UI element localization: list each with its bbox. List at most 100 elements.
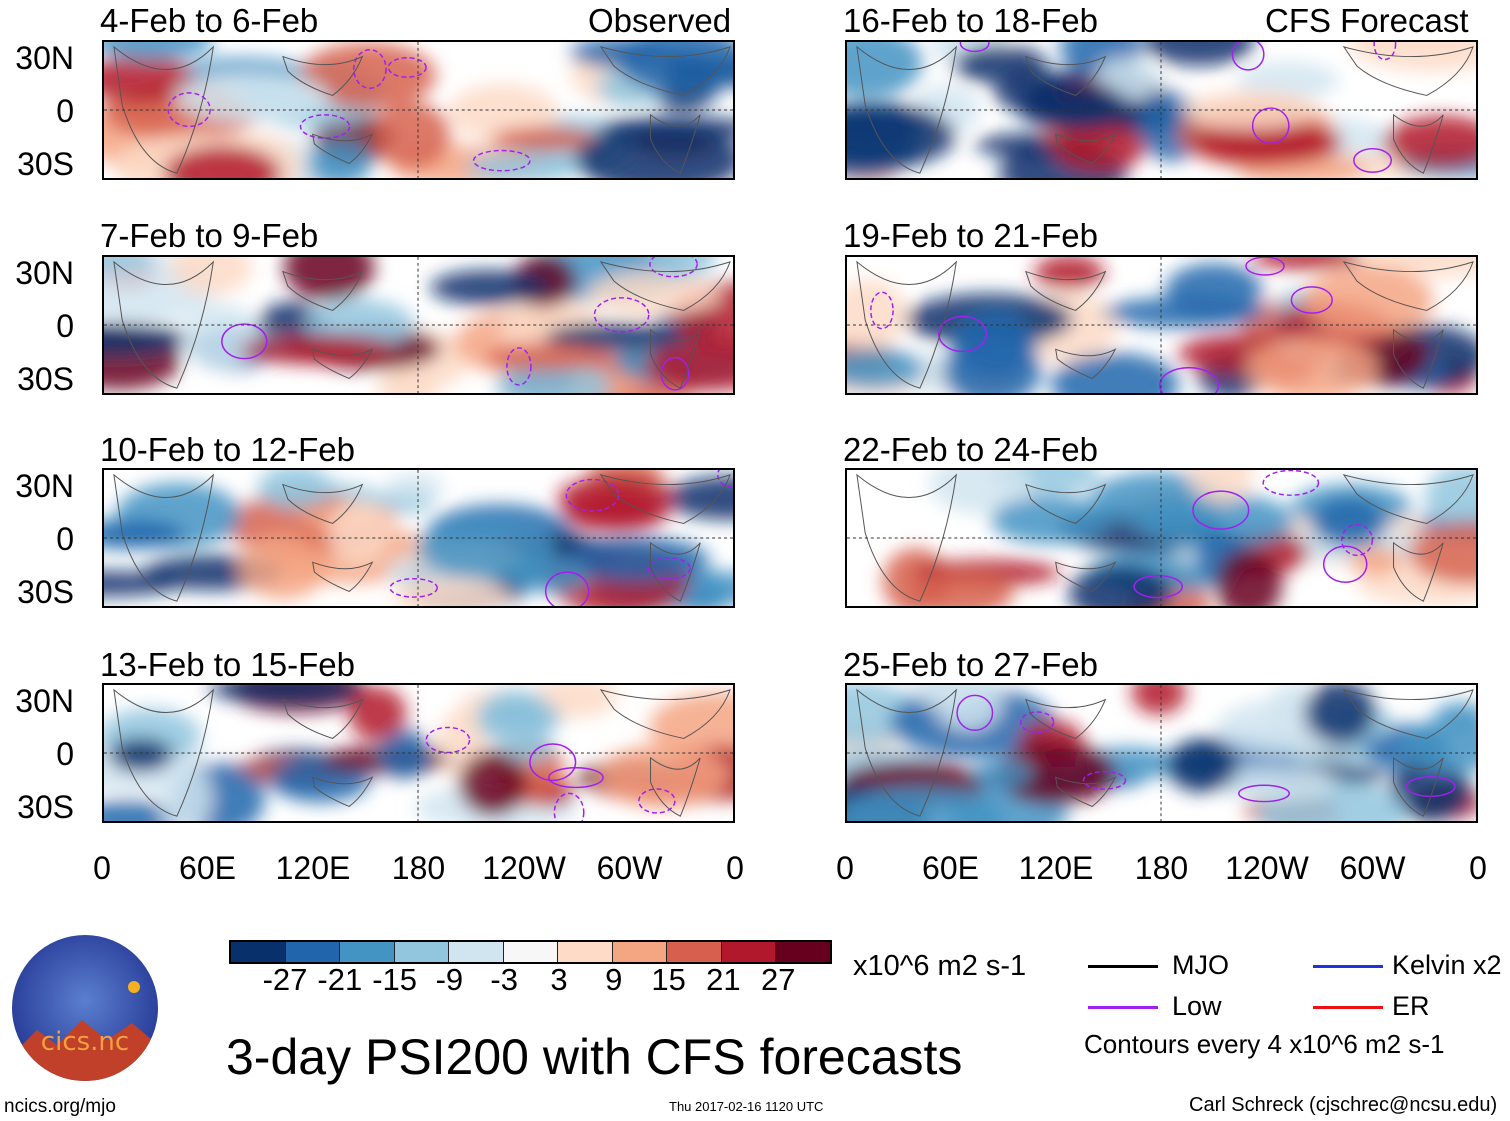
panel-title: 4-Feb to 6-Feb <box>100 2 319 39</box>
psi-anomaly-blob <box>562 536 710 583</box>
low-contour <box>1019 711 1055 734</box>
low-contour <box>1245 257 1285 276</box>
map-panel <box>845 468 1478 608</box>
footer-url: ncics.org/mjo <box>4 1096 116 1117</box>
coastline <box>312 561 374 592</box>
lat-label: 30S <box>17 361 74 397</box>
psi-anomaly-blob <box>533 685 618 719</box>
low-contour <box>1262 470 1320 496</box>
lon-label: 60W <box>596 850 663 886</box>
psi-anomaly-blob <box>909 569 1014 606</box>
low-contour <box>1082 770 1127 790</box>
colorbar-tick: -9 <box>435 962 464 997</box>
psi-anomaly-blob <box>1103 297 1266 329</box>
colorbar-swatch <box>340 942 395 962</box>
psi-anomaly-blob <box>650 257 716 279</box>
lon-label: 0 <box>93 850 111 886</box>
psi-anomaly-blob <box>1408 521 1476 584</box>
low-contour <box>506 347 532 386</box>
colorbar-swatch <box>449 942 504 962</box>
legend-kelvin: Kelvin x2 <box>1392 950 1502 980</box>
psi-anomaly-blob <box>1302 266 1434 336</box>
legend-line-low <box>1088 1006 1158 1009</box>
psi-anomaly-blob <box>1388 759 1472 821</box>
low-contour <box>353 49 387 90</box>
forecast-label: CFS Forecast <box>1265 2 1469 39</box>
lat-label: 0 <box>56 93 74 129</box>
map-panel <box>845 40 1478 180</box>
colorbar-tick: -3 <box>490 962 518 997</box>
panel-title: 25-Feb to 27-Feb <box>843 646 1098 683</box>
psi-anomaly-blob <box>648 692 733 762</box>
colorbar-swatch <box>394 942 449 962</box>
colorbar-tick: 27 <box>760 962 796 997</box>
psi-anomaly-blob <box>1311 496 1387 548</box>
colorbar-tick: -27 <box>262 962 308 997</box>
psi-anomaly-blob <box>1246 335 1380 393</box>
observed-label: Observed <box>588 2 732 39</box>
panel-title: 7-Feb to 9-Feb <box>100 217 319 254</box>
colorbar-swatch <box>776 942 830 962</box>
low-contour <box>472 149 531 172</box>
lat-label: 0 <box>56 308 74 344</box>
low-contour <box>1251 107 1290 145</box>
low-contour <box>299 114 351 139</box>
coastline <box>282 55 364 96</box>
colorbar-swatch <box>285 942 340 962</box>
coastline <box>650 113 701 174</box>
low-contour <box>870 291 894 330</box>
colorbar-tick: 3 <box>550 962 568 997</box>
panel-title: 13-Feb to 15-Feb <box>100 646 355 683</box>
coastline <box>312 776 374 807</box>
psi-anomaly-blob <box>598 743 730 809</box>
psi-anomaly-blob <box>485 342 607 371</box>
psi-anomaly-blob <box>557 475 675 522</box>
psi-anomaly-blob <box>159 764 212 821</box>
colorbar-swatch <box>231 942 286 962</box>
psi-anomaly-blob <box>490 126 600 152</box>
legend-line-er <box>1313 1006 1383 1009</box>
panel-title: 10-Feb to 12-Feb <box>100 431 355 468</box>
psi-anomaly-blob <box>239 534 328 600</box>
psi-anomaly-blob <box>104 520 185 549</box>
coastline <box>650 756 701 817</box>
map-panel <box>102 255 735 395</box>
colorbar-tick: 9 <box>605 962 623 997</box>
coastline <box>1055 348 1117 379</box>
colorbar-swatch <box>558 942 613 962</box>
psi-anomaly-blob <box>847 279 907 349</box>
lon-label: 60E <box>922 850 979 886</box>
low-contour <box>1192 490 1250 530</box>
colorbar-swatch <box>667 942 722 962</box>
lat-label: 30N <box>15 255 74 291</box>
psi-anomaly-blob <box>1304 685 1376 744</box>
coastline <box>1393 113 1444 174</box>
lat-label: 0 <box>56 736 74 772</box>
low-contour <box>544 571 590 606</box>
colorbar-units: x10^6 m2 s-1 <box>853 950 1027 982</box>
lon-label: 0 <box>726 850 744 886</box>
coastline <box>1025 698 1107 739</box>
psi-anomaly-blob <box>327 500 389 565</box>
psi-anomaly-blob <box>1131 685 1186 715</box>
psi-anomaly-blob <box>372 102 451 169</box>
psi-anomaly-blob <box>616 42 733 94</box>
psi-anomaly-blob <box>283 257 375 301</box>
coastline <box>599 261 731 311</box>
low-contour <box>1133 574 1183 599</box>
lon-label: 180 <box>391 850 446 886</box>
psi-anomaly-blob <box>1400 717 1476 773</box>
psi-anomaly-blob <box>990 495 1110 545</box>
lat-label: 30S <box>17 789 74 825</box>
panel-title: 16-Feb to 18-Feb <box>843 2 1098 39</box>
psi-anomaly-blob <box>847 42 923 99</box>
coastline <box>312 133 374 164</box>
psi-anomaly-blob <box>1187 470 1254 505</box>
panel-title: 22-Feb to 24-Feb <box>843 431 1098 468</box>
psi-anomaly-blob <box>1211 765 1336 802</box>
psi-anomaly-blob <box>545 322 685 353</box>
lon-label: 0 <box>836 850 854 886</box>
low-contour <box>717 470 733 488</box>
colorbar-swatch <box>721 942 776 962</box>
psi-anomaly-blob <box>108 738 173 773</box>
